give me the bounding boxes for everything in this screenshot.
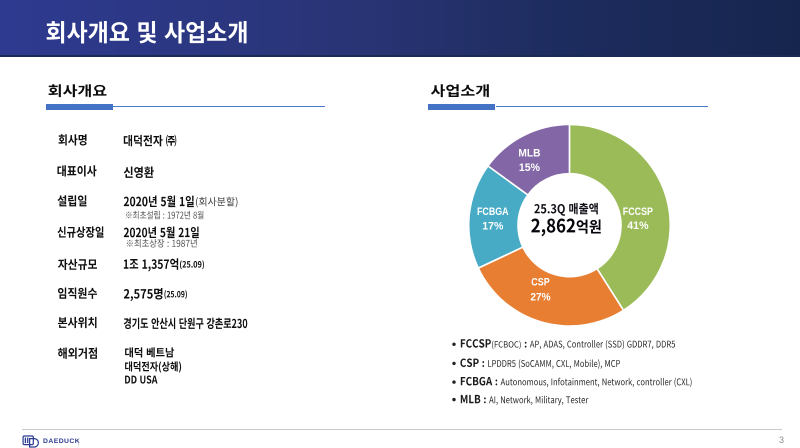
svg-text:CSP: CSP [531,277,550,289]
svg-text:15%: 15% [519,162,540,174]
svg-text:FCCSP: FCCSP [623,206,654,218]
svg-text:17%: 17% [482,221,503,233]
svg-text:41%: 41% [627,220,648,232]
svg-text:MLB: MLB [518,148,540,160]
svg-text:FCBGA: FCBGA [477,206,509,218]
svg-text:27%: 27% [530,292,550,304]
